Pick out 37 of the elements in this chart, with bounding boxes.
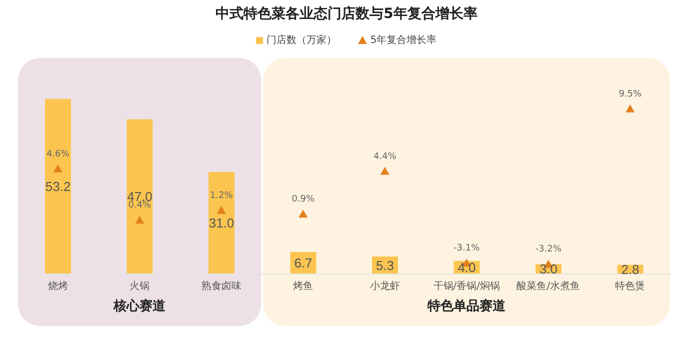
data-label: -3.1% bbox=[454, 243, 480, 254]
bar bbox=[126, 119, 153, 274]
data-label: 0.4% bbox=[128, 200, 152, 211]
data-label: 4.4% bbox=[373, 152, 397, 162]
data-label: 4.0 bbox=[458, 260, 476, 276]
x-tick-label: 熟食卤味 bbox=[201, 280, 242, 292]
point bbox=[298, 210, 308, 218]
data-label: 4.6% bbox=[46, 149, 70, 160]
point bbox=[626, 104, 635, 112]
data-label: -3.2% bbox=[535, 244, 562, 255]
x-tick-label: 酸菜鱼/水煮鱼 bbox=[516, 280, 580, 292]
chart-title: 中式特色菜各业态门店数与5年复合增长率 bbox=[214, 4, 478, 24]
x-tick-label: 干锅/香锅/焖锅 bbox=[433, 280, 500, 292]
data-label: 0.9% bbox=[292, 194, 315, 205]
data-label: 1.2% bbox=[210, 190, 234, 201]
x-tick-label: 小龙虾 bbox=[370, 280, 400, 292]
point bbox=[53, 164, 62, 172]
data-label: 5.3 bbox=[376, 258, 394, 273]
bar bbox=[45, 98, 71, 274]
bar bbox=[208, 172, 234, 274]
x-tick-label: 火锅 bbox=[130, 280, 150, 292]
data-label: 31.0 bbox=[208, 216, 234, 231]
point bbox=[216, 206, 226, 214]
x-tick-label: 特色煲 bbox=[615, 280, 646, 292]
data-label: 53.2 bbox=[45, 179, 71, 194]
band-label: 特色单品赛道 bbox=[426, 298, 507, 314]
point bbox=[380, 166, 390, 175]
x-tick-label: 烤鱼 bbox=[293, 280, 314, 292]
data-label: 2.8 bbox=[621, 262, 640, 278]
data-label: 9.5% bbox=[618, 89, 642, 100]
legend-label: 门店数（万家） bbox=[266, 34, 336, 47]
x-tick-label: 烧烤 bbox=[48, 280, 68, 292]
data-label: 3.0 bbox=[539, 262, 558, 277]
data-label: 6.7 bbox=[294, 256, 312, 271]
legend-label: 5年复合增长率 bbox=[370, 34, 437, 47]
point bbox=[135, 216, 144, 224]
band-label: 核心赛道 bbox=[112, 298, 167, 314]
